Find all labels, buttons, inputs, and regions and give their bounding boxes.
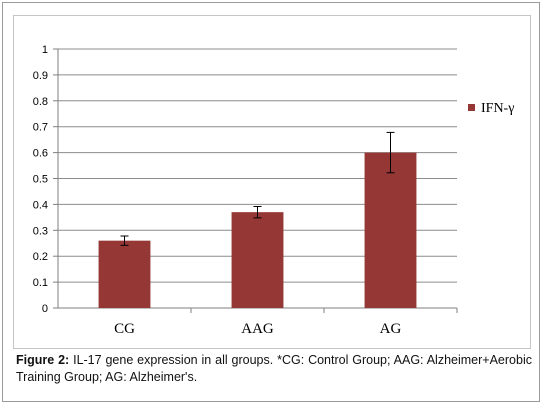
- y-tick-label: 0.4: [33, 199, 48, 211]
- legend-label: IFN-γ: [481, 101, 514, 116]
- y-tick-label: 0.5: [33, 174, 48, 186]
- y-tick-label: 0.3: [33, 225, 48, 237]
- y-tick-label: 0.7: [33, 122, 48, 134]
- y-tick-label: 0.8: [33, 96, 48, 108]
- caption-label: Figure 2:: [16, 353, 70, 367]
- y-tick-label: 0: [42, 303, 48, 315]
- bar: [98, 240, 151, 308]
- figure-frame: 0 0.1 0.2 0.3 0.4 0.5 0.6 0.7 0.8 0.9 1 CG AAG AG IFN-…: [2, 2, 540, 402]
- y-tick-label: 0.6: [33, 148, 48, 160]
- x-category-label: CG: [114, 321, 135, 337]
- y-tick-label: 0.1: [33, 277, 48, 289]
- legend-swatch: [468, 104, 475, 111]
- chart-area: 0 0.1 0.2 0.3 0.4 0.5 0.6 0.7 0.8 0.9 1 CG AAG AG IFN-…: [13, 15, 531, 349]
- y-tick-label: 1: [42, 44, 48, 56]
- caption-text: IL-17 gene expression in all groups. *CG…: [16, 353, 532, 384]
- figure-caption: Figure 2: IL-17 gene expression in all g…: [16, 352, 532, 386]
- y-tick-label: 0.9: [33, 70, 48, 82]
- x-category-label: AAG: [241, 321, 274, 337]
- x-category-label: AG: [380, 321, 402, 337]
- bar: [364, 152, 417, 308]
- bar: [231, 212, 284, 308]
- y-tick-label: 0.2: [33, 251, 48, 263]
- bar-chart: 0 0.1 0.2 0.3 0.4 0.5 0.6 0.7 0.8 0.9 1 CG AAG AG IFN-…: [33, 44, 515, 337]
